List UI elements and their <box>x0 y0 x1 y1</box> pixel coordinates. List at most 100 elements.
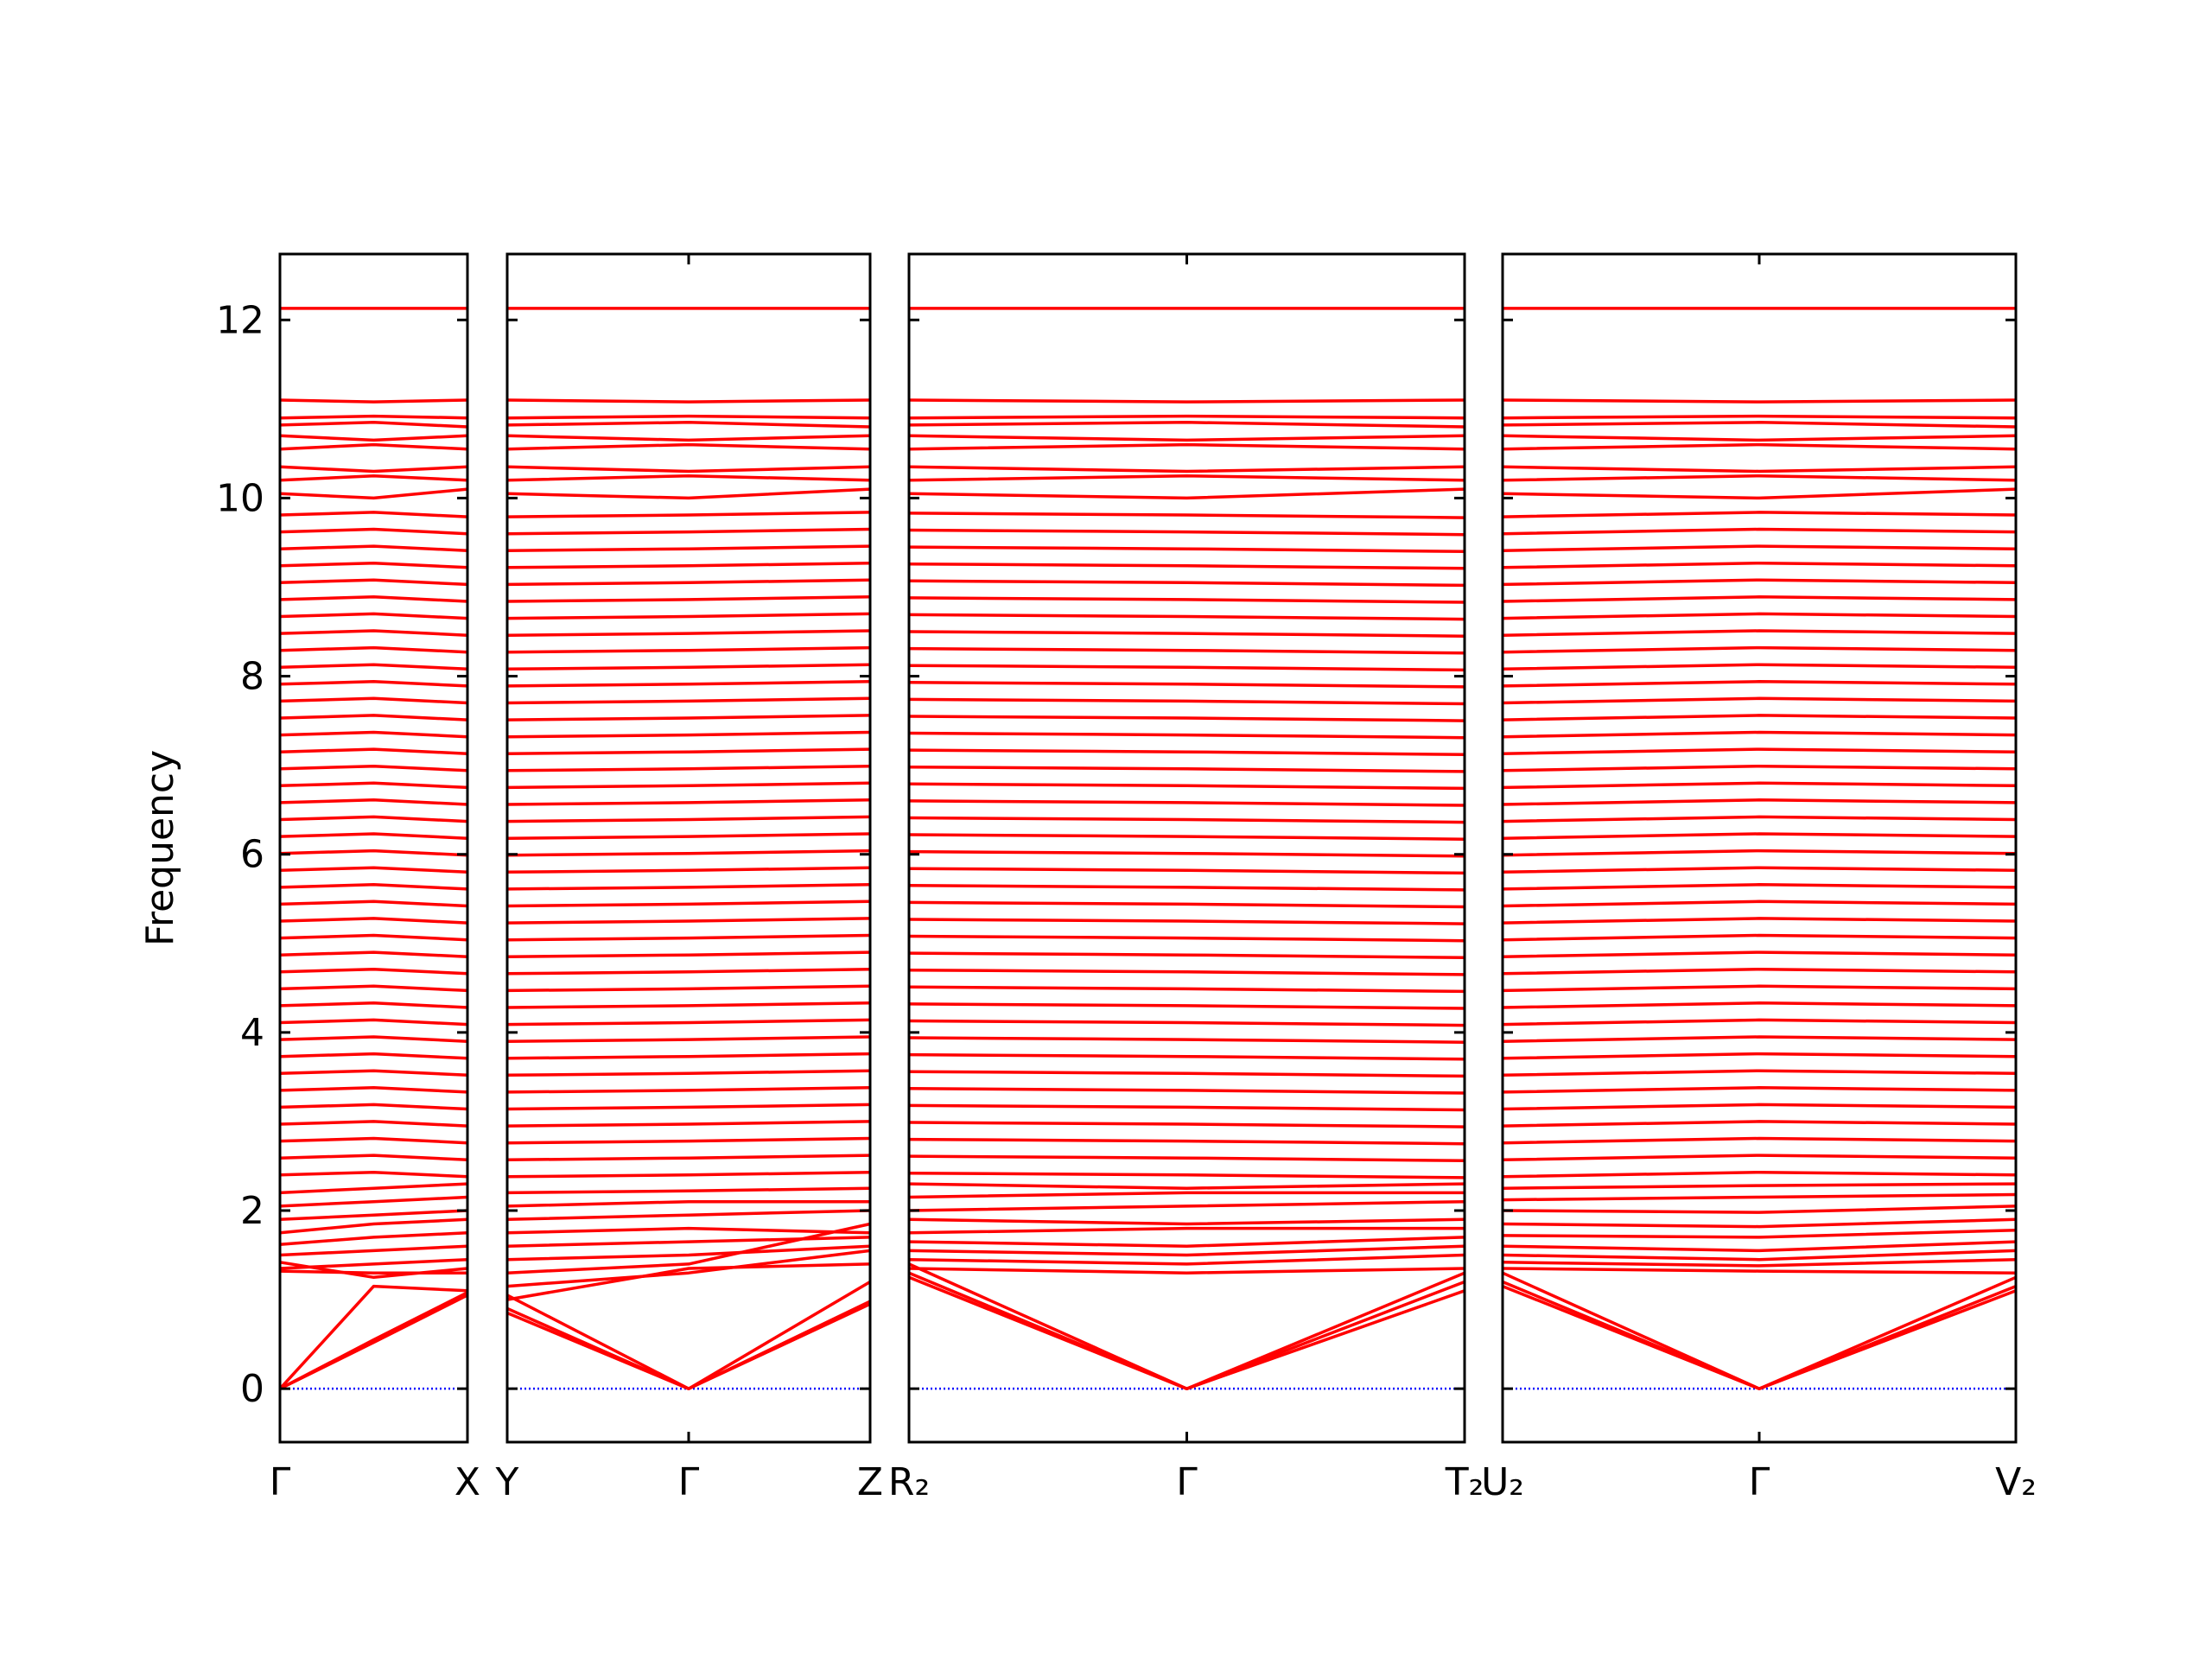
band-line <box>1502 1035 2017 1043</box>
band-line <box>506 899 871 908</box>
band-line <box>908 1191 1465 1199</box>
band-line <box>908 512 1465 519</box>
band-line <box>279 561 468 569</box>
band-line <box>1502 544 2017 552</box>
band-line <box>908 918 1465 925</box>
band-line <box>908 1002 1465 1010</box>
band-line <box>1502 680 2017 688</box>
band-line <box>1502 933 2017 942</box>
band-line <box>279 899 468 908</box>
panel-frame <box>278 252 469 1444</box>
band-line <box>279 1136 468 1145</box>
band-line <box>506 1244 871 1262</box>
band-line <box>506 487 871 500</box>
band-line <box>279 933 468 942</box>
band-line <box>1502 612 2017 620</box>
band-line <box>908 1070 1465 1078</box>
y-tick-label: 12 <box>216 298 264 342</box>
band-line <box>279 465 468 474</box>
band-line <box>908 421 1465 429</box>
x-tick-label: Z <box>857 1460 883 1504</box>
band-line <box>506 764 871 772</box>
band-line <box>908 414 1465 420</box>
band-line <box>279 663 468 671</box>
band-line <box>506 544 871 552</box>
band-line <box>279 398 468 404</box>
band-line <box>279 883 468 891</box>
band-line <box>506 434 871 442</box>
band-line <box>506 832 871 840</box>
band-line <box>1502 781 2017 790</box>
band-line <box>908 1182 1465 1190</box>
band-line <box>279 781 468 790</box>
band-line <box>1502 527 2017 536</box>
band-line <box>279 1035 468 1043</box>
band-line <box>908 731 1465 740</box>
band-line <box>506 612 871 620</box>
band-line <box>506 680 871 688</box>
band-line <box>1502 561 2017 569</box>
band-line <box>1502 1192 2017 1202</box>
band-line <box>279 764 468 772</box>
band-line <box>279 696 468 705</box>
band-line <box>1502 984 2017 993</box>
band-line <box>506 561 871 569</box>
band-line <box>506 645 871 654</box>
band-line <box>1502 883 2017 891</box>
band-line <box>279 629 468 637</box>
band-line <box>908 545 1465 554</box>
band-line <box>908 562 1465 570</box>
y-tick-label: 2 <box>240 1189 264 1233</box>
band-line <box>279 414 468 420</box>
band-line <box>1502 950 2017 958</box>
band-line <box>1502 747 2017 755</box>
band-line <box>908 1267 1465 1274</box>
band-line <box>908 474 1465 482</box>
band-line <box>279 967 468 976</box>
band-line <box>279 798 468 806</box>
band-line <box>506 1154 871 1162</box>
band-line <box>1502 1284 2017 1390</box>
band-line <box>1502 1205 2017 1214</box>
band-line <box>278 1284 468 1390</box>
band-line <box>506 474 871 482</box>
band-line <box>506 1136 871 1145</box>
band-line <box>1502 421 2017 429</box>
y-axis-label: Frequency <box>138 750 182 946</box>
band-line <box>279 645 468 654</box>
x-tick-label: Γ <box>678 1460 700 1504</box>
band-line <box>908 1087 1465 1095</box>
band-line <box>279 1182 468 1195</box>
band-line <box>908 748 1465 757</box>
band-line <box>908 816 1465 824</box>
band-line <box>908 398 1465 404</box>
panel: 0 2 4 6 8 10 12 Γ X Frequency <box>138 252 480 1504</box>
band-line <box>279 984 468 993</box>
band-line <box>908 833 1465 841</box>
x-tick-label: X <box>454 1460 480 1504</box>
band-line <box>1502 414 2017 420</box>
band-line <box>506 421 871 429</box>
x-tick-label: Γ <box>270 1460 291 1504</box>
band-line <box>506 595 871 603</box>
band-line <box>908 1236 1465 1248</box>
band-line <box>279 1154 468 1162</box>
band-line <box>1502 595 2017 603</box>
band-line <box>908 715 1465 722</box>
band-line <box>506 414 871 420</box>
band-line <box>279 917 468 925</box>
band-line <box>1502 663 2017 671</box>
band-line <box>908 782 1465 791</box>
band-line <box>908 1019 1465 1027</box>
band-line <box>1502 474 2017 482</box>
band-line <box>279 1244 468 1257</box>
band-line <box>279 1086 468 1094</box>
band-line <box>908 1199 1465 1212</box>
band-line <box>1502 578 2017 587</box>
band-line <box>506 578 871 587</box>
band-line <box>908 849 1465 858</box>
band-line <box>908 1137 1465 1146</box>
band-line <box>1502 487 2017 500</box>
band-line <box>279 612 468 620</box>
band-line <box>908 1217 1465 1226</box>
